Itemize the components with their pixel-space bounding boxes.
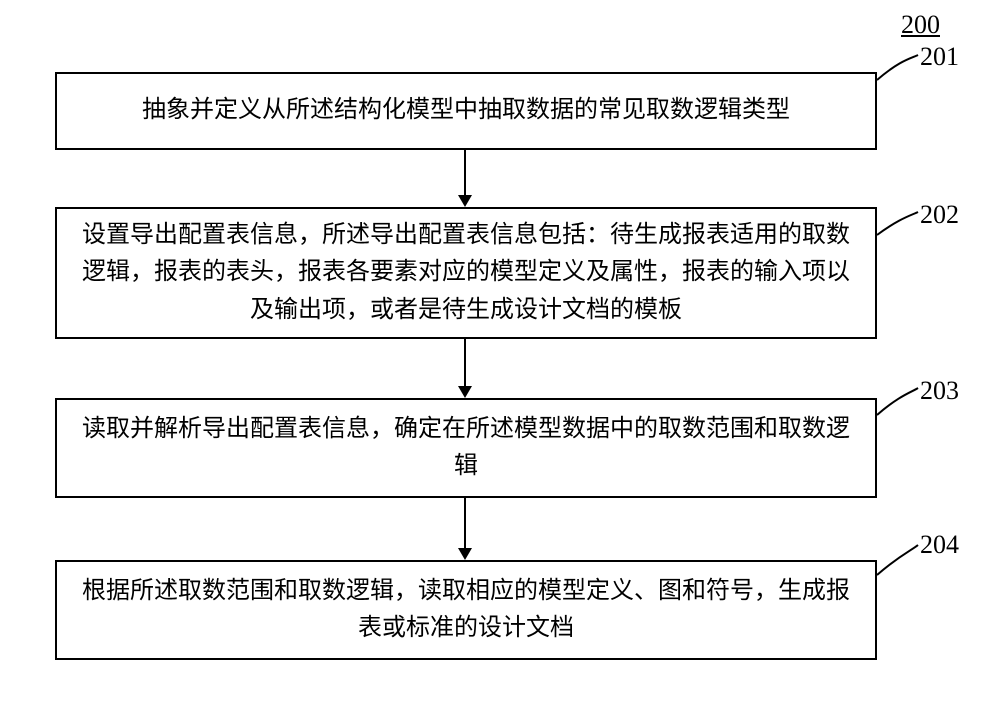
flow-arrow [0, 0, 1000, 708]
flowchart-canvas: 200 抽象并定义从所述结构化模型中抽取数据的常见取数逻辑类型 201 设置导出… [0, 0, 1000, 708]
